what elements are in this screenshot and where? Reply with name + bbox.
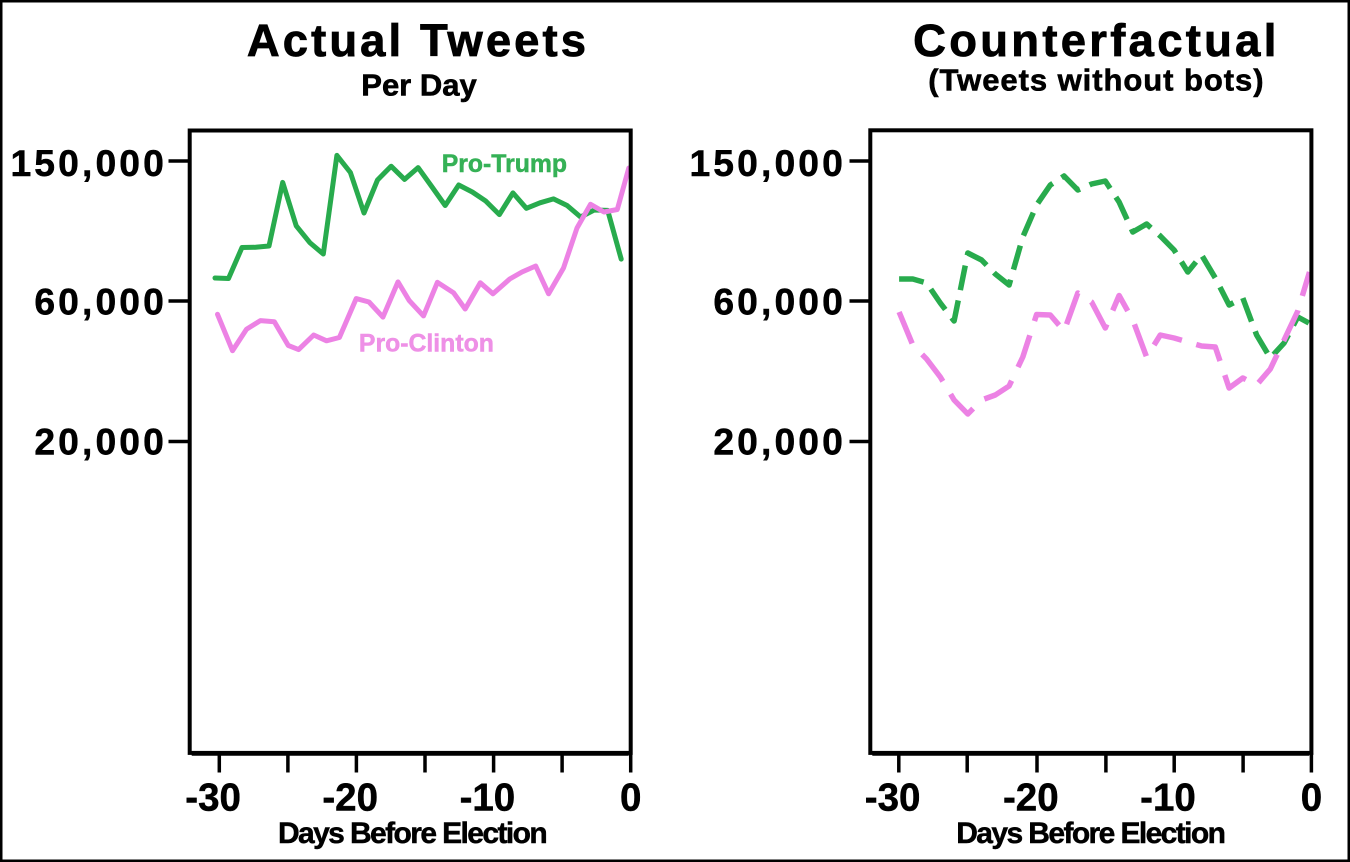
- svg-text:20,000: 20,000: [34, 421, 167, 463]
- svg-text:60,000: 60,000: [34, 281, 167, 323]
- svg-text:-20: -20: [322, 777, 378, 820]
- svg-text:0: 0: [620, 777, 641, 820]
- svg-text:-20: -20: [1003, 777, 1059, 820]
- svg-text:Pro-Clinton: Pro-Clinton: [359, 330, 494, 357]
- svg-text:-30: -30: [865, 777, 921, 820]
- svg-text:Counterfactual: Counterfactual: [913, 15, 1279, 66]
- svg-text:-10: -10: [460, 777, 516, 820]
- svg-text:(Tweets without bots): (Tweets without bots): [928, 62, 1264, 97]
- svg-text:Pro-Trump: Pro-Trump: [442, 151, 567, 178]
- svg-text:-10: -10: [1140, 777, 1196, 820]
- svg-text:150,000: 150,000: [10, 142, 167, 184]
- svg-text:150,000: 150,000: [689, 142, 846, 184]
- svg-text:60,000: 60,000: [713, 281, 846, 323]
- svg-text:Days Before Election: Days Before Election: [956, 817, 1224, 850]
- svg-text:-30: -30: [185, 777, 241, 820]
- svg-text:0: 0: [1301, 777, 1322, 820]
- svg-text:Actual Tweets: Actual Tweets: [247, 15, 589, 66]
- svg-text:Days Before Election: Days Before Election: [278, 817, 546, 850]
- svg-text:Per Day: Per Day: [361, 67, 477, 102]
- svg-text:20,000: 20,000: [713, 421, 846, 463]
